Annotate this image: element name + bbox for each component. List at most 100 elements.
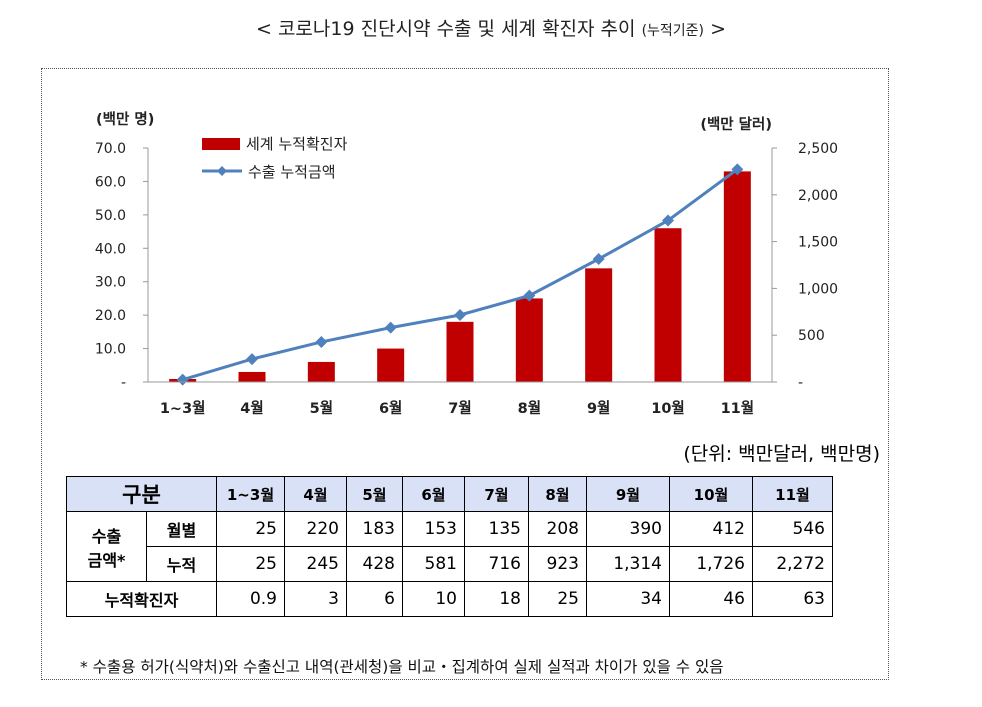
title-qualifier: (누적기준) — [641, 23, 705, 39]
table-cell: 153 — [402, 511, 465, 547]
table-header-month: 7월 — [464, 476, 529, 512]
x-tick-label: 8월 — [518, 400, 541, 417]
left-tick-label: 70.0 — [95, 141, 126, 157]
x-tick-label: 5월 — [310, 400, 333, 417]
right-tick-label: 1,000 — [798, 281, 838, 297]
bar — [446, 321, 474, 382]
table-cell: 0.9 — [216, 581, 285, 617]
legend-swatch-marker — [217, 166, 227, 176]
bar — [515, 298, 543, 382]
data-table: 구분 1~3월 4월 5월 6월 7월 8월 9월 10월 11월 수출 금액* 월별 25 220 183 1… — [66, 476, 833, 617]
line-point — [176, 373, 189, 386]
left-tick-label: 50.0 — [95, 208, 126, 224]
table-header-month: 1~3월 — [216, 476, 285, 512]
table-cell: 716 — [464, 546, 529, 582]
bar — [654, 228, 682, 382]
table-cell: 18 — [464, 581, 529, 617]
bar-series — [169, 171, 751, 382]
table-cell: 581 — [402, 546, 465, 582]
left-tick-label: 30.0 — [95, 275, 126, 291]
line-point — [592, 253, 605, 266]
page-title: < 코로나19 진단시약 수출 및 세계 확진자 추이 (누적기준) > — [0, 14, 982, 41]
table-row-label: 월별 — [146, 511, 217, 547]
table-cell: 10 — [402, 581, 465, 617]
table-header-month: 9월 — [586, 476, 670, 512]
table-header-month: 4월 — [284, 476, 347, 512]
line-point — [731, 163, 744, 176]
table-header-month: 6월 — [402, 476, 465, 512]
table-row-label: 누적확진자 — [66, 581, 217, 617]
right-tick-label: 2,000 — [798, 188, 838, 204]
table-cell: 25 — [216, 511, 285, 547]
table-row: 누적 25 245 428 581 716 923 1,314 1,726 2,272 — [67, 546, 833, 582]
line-point — [454, 308, 466, 321]
table-cell: 412 — [669, 511, 753, 547]
line-point — [384, 321, 397, 334]
table-cell: 25 — [216, 546, 285, 582]
right-tick-label: 1,500 — [798, 235, 838, 251]
left-tick-label: - — [121, 375, 126, 391]
right-axis-unit: (백만 달러) — [700, 115, 772, 133]
table-cell: 135 — [464, 511, 529, 547]
right-tick-label: 2,500 — [798, 141, 838, 157]
table-header-row: 구분 1~3월 4월 5월 6월 7월 8월 9월 10월 11월 — [66, 476, 833, 512]
line-point — [246, 353, 258, 366]
table-cell: 183 — [346, 511, 403, 547]
table-row: 누적확진자 0.9 3 6 10 18 25 34 46 63 — [66, 581, 833, 617]
table-cell: 6 — [346, 581, 403, 617]
x-tick-label: 9월 — [587, 400, 610, 417]
line-point — [315, 335, 328, 348]
bar — [723, 171, 751, 382]
right-tick-label: - — [798, 375, 803, 391]
group-label-line: 금액* — [87, 550, 126, 570]
left-tick-label: 20.0 — [95, 308, 126, 324]
x-tick-label: 1~3월 — [160, 400, 206, 417]
table-row: 수출 금액* 월별 25 220 183 153 135 208 390 412 546 — [66, 511, 833, 582]
table-cell: 3 — [284, 581, 347, 617]
group-label-line: 수출 — [91, 526, 122, 546]
title-main: < 코로나19 진단시약 수출 및 세계 확진자 추이 — [255, 18, 636, 40]
table-header-month: 5월 — [346, 476, 403, 512]
left-tick-label: 60.0 — [95, 174, 126, 190]
table-header-month: 10월 — [669, 476, 753, 512]
table-cell: 390 — [586, 511, 670, 547]
table-cell: 1,726 — [669, 546, 753, 582]
table-cell: 923 — [528, 546, 587, 582]
legend-label-line: 수출 누적금액 — [248, 163, 336, 181]
title-end: > — [710, 18, 726, 40]
combo-chart: - 10.0 20.0 30.0 40.0 50.0 60.0 70.0 - 500 1,000 1… — [95, 110, 838, 417]
unit-note: (단위: 백만달러, 백만명) — [683, 443, 880, 465]
table-cell: 208 — [528, 511, 587, 547]
line-series — [176, 163, 744, 386]
table-header-month: 8월 — [528, 476, 587, 512]
table-cell: 25 — [528, 581, 587, 617]
table-header-label: 구분 — [66, 476, 217, 512]
x-tick-label: 10월 — [651, 400, 685, 417]
x-tick-label: 4월 — [240, 400, 263, 417]
right-axis: - 500 1,000 1,500 2,000 2,500 — [771, 141, 838, 391]
bar — [585, 268, 613, 382]
legend-label-bar: 세계 누적확진자 — [246, 135, 348, 153]
table-cell: 546 — [752, 511, 833, 547]
bar — [377, 348, 405, 382]
table-cell: 46 — [669, 581, 753, 617]
line-point — [662, 214, 674, 227]
left-axis-unit: (백만 명) — [96, 110, 154, 128]
table-cell: 245 — [284, 546, 347, 582]
table-row-label: 누적 — [146, 546, 217, 582]
x-tick-label: 11월 — [721, 400, 755, 417]
left-tick-label: 10.0 — [95, 342, 126, 358]
table-cell: 2,272 — [752, 546, 833, 582]
table-cell: 34 — [586, 581, 670, 617]
right-tick-label: 500 — [798, 328, 825, 344]
table-cell: 220 — [284, 511, 347, 547]
legend-swatch-bar — [202, 138, 240, 150]
line-point — [523, 289, 536, 302]
x-tick-label: 7월 — [448, 400, 471, 417]
table-cell: 428 — [346, 546, 403, 582]
table-cell: 63 — [752, 581, 833, 617]
x-axis: 1~3월 4월 5월 6월 7월 8월 9월 10월 11월 — [148, 381, 772, 417]
footnote: * 수출용 허가(식약처)와 수출신고 내역(관세청)을 비교・집계하여 실제 … — [80, 658, 724, 676]
